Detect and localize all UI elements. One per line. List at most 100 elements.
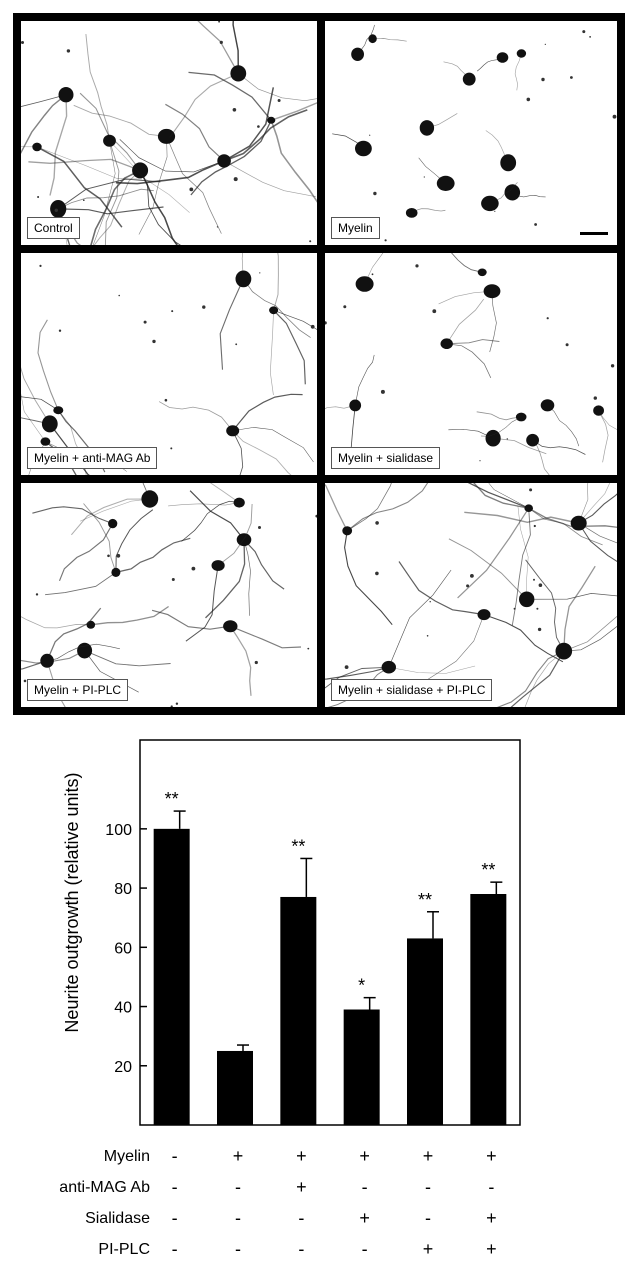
neurite: [388, 569, 452, 668]
significance-marker: **: [481, 860, 495, 880]
cell-body: [462, 72, 476, 86]
significance-marker: **: [418, 890, 432, 910]
debris-dot: [37, 196, 40, 198]
y-tick-label: 20: [114, 1059, 132, 1076]
condition-present: +: [422, 1239, 434, 1259]
debris-dot: [423, 176, 425, 178]
bar: [470, 894, 507, 1125]
neurite: [269, 310, 274, 396]
plot-frame: [139, 739, 521, 1126]
neurite: [46, 660, 66, 707]
panel-label: Myelin + sialidase: [331, 447, 441, 469]
neurite: [84, 650, 171, 667]
neurite: [578, 522, 617, 544]
y-tick-label: 40: [114, 1000, 132, 1017]
debris-dot: [534, 223, 537, 226]
neurite: [58, 206, 164, 215]
debris-dot: [541, 77, 545, 82]
cell-body: [515, 412, 527, 422]
neurite: [511, 508, 531, 626]
neurite: [36, 146, 123, 228]
debris-dot: [612, 114, 617, 119]
neurite: [217, 503, 253, 566]
neurite: [270, 120, 317, 203]
neurite: [514, 53, 522, 91]
cell-body: [53, 406, 64, 415]
neurite: [21, 393, 46, 442]
cell-body: [555, 642, 573, 660]
cell-body: [40, 653, 54, 668]
neurite: [90, 169, 141, 245]
cell-body: [111, 567, 121, 577]
neurite: [364, 253, 384, 285]
neurite: [344, 530, 393, 626]
neurite: [80, 498, 150, 522]
neurite: [197, 21, 239, 74]
neurite: [223, 87, 275, 162]
debris-dot: [175, 702, 179, 705]
significance-marker: *: [358, 976, 365, 996]
condition-absent: -: [298, 1239, 305, 1259]
cell-body: [58, 87, 74, 103]
cell-body: [516, 49, 527, 58]
debris-dot: [593, 396, 597, 400]
micrograph-control: Control: [21, 21, 317, 245]
neurite: [489, 291, 497, 353]
neurite: [230, 625, 302, 649]
neurite: [58, 188, 154, 210]
neurite: [451, 253, 483, 273]
debris-dot: [513, 607, 516, 610]
debris-dot: [232, 108, 237, 112]
neurite: [139, 170, 178, 245]
cell-body: [217, 154, 231, 168]
bar: [153, 828, 190, 1125]
significance-marker: **: [165, 789, 179, 809]
debris-dot: [254, 660, 258, 665]
cell-body: [230, 65, 247, 82]
neurite: [528, 507, 617, 528]
debris-dot: [538, 583, 543, 587]
neurite: [138, 136, 168, 235]
neurite: [79, 92, 141, 171]
debris-dot: [170, 447, 173, 450]
cell-body: [485, 429, 501, 447]
neurite: [488, 483, 529, 509]
debris-dot: [202, 305, 206, 309]
neurite: [185, 565, 219, 642]
debris-dot: [310, 324, 315, 329]
neurite: [47, 643, 120, 662]
neurite: [578, 522, 617, 562]
debris-dot: [466, 584, 470, 588]
cell-body: [405, 208, 418, 218]
neurite: [188, 71, 272, 121]
neurite: [357, 24, 375, 55]
neurite: [104, 140, 120, 245]
cell-body: [269, 306, 279, 315]
condition-absent: -: [361, 1177, 368, 1197]
condition-absent: -: [171, 1239, 178, 1259]
neurite: [446, 339, 500, 345]
neurite: [232, 430, 292, 475]
debris-dot: [371, 273, 374, 276]
neurite: [325, 666, 389, 680]
debris-dot: [384, 239, 387, 242]
debris-dot: [23, 679, 27, 683]
debris-dot: [54, 208, 58, 212]
debris-dot: [610, 364, 615, 368]
neurite: [446, 298, 484, 344]
neurite: [223, 160, 316, 198]
neurite: [46, 607, 102, 662]
neurite: [346, 483, 429, 532]
neurite: [464, 511, 579, 524]
debris-dot: [429, 601, 431, 603]
y-tick-label: 80: [114, 881, 132, 898]
condition-absent: -: [171, 1177, 178, 1197]
debris-dot: [470, 574, 474, 578]
cell-body: [519, 591, 535, 608]
neurite: [166, 136, 222, 234]
cell-body: [351, 47, 364, 61]
condition-label: Sialidase: [85, 1210, 150, 1227]
neurite: [21, 660, 48, 670]
debris-dot: [152, 339, 156, 344]
